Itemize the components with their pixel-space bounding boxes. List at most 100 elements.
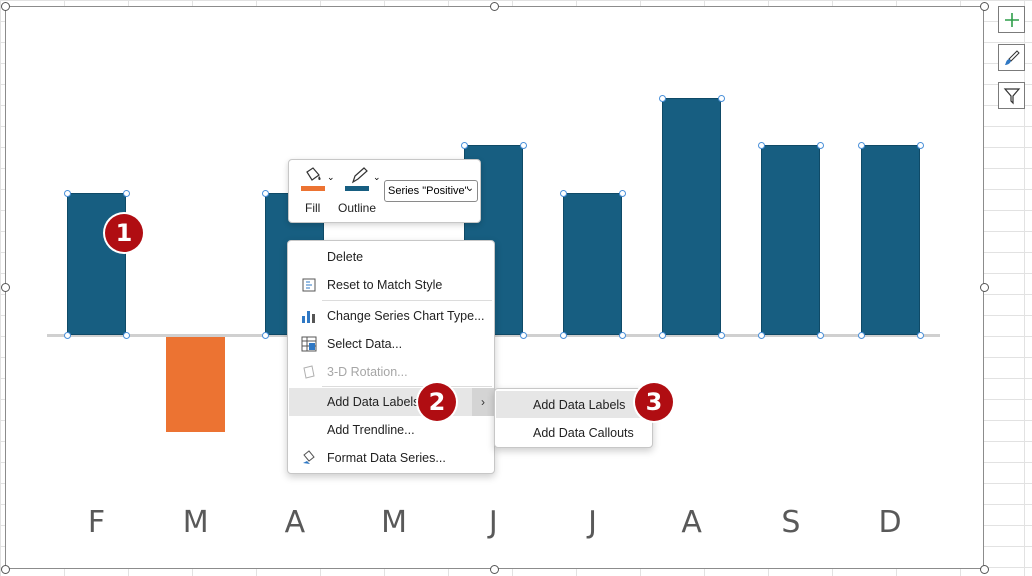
bar-selection-handle[interactable]: [817, 142, 825, 149]
bar-selection-handle[interactable]: [916, 142, 924, 149]
bar-positive[interactable]: [563, 192, 622, 335]
pen-outline-icon: [351, 167, 368, 184]
bar-selection-handle[interactable]: [519, 332, 527, 339]
format-mini-toolbar: ⌄ Fill ⌄ Outline Series "Positive" ⌄: [288, 159, 481, 223]
menu-item-label: Add Data Labels: [327, 395, 420, 409]
chart-elements-button[interactable]: [998, 6, 1025, 33]
chart-resize-handle-tc[interactable]: [490, 2, 499, 11]
chart-resize-handle-ml[interactable]: [1, 283, 10, 292]
x-tick-label: J: [588, 505, 597, 540]
menu-item-label: Delete: [327, 250, 364, 264]
chart-resize-handle-mr[interactable]: [980, 283, 989, 292]
x-tick-label: A: [284, 505, 306, 540]
chart-styles-icon: [1004, 49, 1020, 65]
chart-filters-button[interactable]: [998, 82, 1025, 109]
paint-bucket-icon: [306, 167, 321, 181]
rotation-3d-icon: [303, 365, 315, 379]
bar-selection-handle[interactable]: [619, 189, 626, 197]
reset-style-icon: [302, 278, 316, 292]
bar-positive[interactable]: [860, 145, 920, 335]
menu-item-label: Reset to Match Style: [327, 278, 443, 292]
chart-elements-icon: [1004, 12, 1019, 27]
menu-item-reset-style[interactable]: Reset to Match Style: [289, 271, 494, 299]
submenu-item-add-data-labels[interactable]: Add Data Labels: [496, 391, 651, 418]
bar-selection-handle[interactable]: [857, 142, 865, 149]
bar-selection-handle[interactable]: [262, 332, 270, 339]
x-tick-label: D: [878, 505, 902, 540]
x-tick-label: A: [681, 505, 702, 540]
series-select-value: Series "Positive": [388, 185, 469, 197]
bar-selection-handle[interactable]: [64, 189, 71, 197]
bar-selection-handle[interactable]: [519, 142, 527, 149]
fill-color-swatch: [301, 186, 325, 191]
bar-selection-handle[interactable]: [262, 189, 270, 197]
step-badge-2: 2: [418, 383, 456, 421]
bar-selection-handle[interactable]: [916, 332, 924, 339]
step-badge-3: 3: [635, 383, 673, 421]
menu-item-select-data[interactable]: Select Data...: [289, 330, 494, 358]
submenu-item-add-data-callouts[interactable]: Add Data Callouts: [496, 419, 651, 446]
chart-resize-handle-tr[interactable]: [980, 2, 989, 11]
bar-selection-handle[interactable]: [619, 332, 626, 339]
bar-selection-handle[interactable]: [560, 332, 567, 339]
chart-resize-handle-tl[interactable]: [1, 2, 10, 11]
step-badge-1: 1: [105, 214, 143, 252]
x-tick-label: M: [182, 505, 209, 540]
bar-selection-handle[interactable]: [718, 332, 726, 339]
menu-item-format-data-series[interactable]: Format Data Series...: [289, 444, 494, 472]
bar-selection-handle[interactable]: [123, 332, 130, 339]
menu-separator: [322, 386, 492, 387]
menu-item-label: Select Data...: [327, 337, 403, 351]
menu-item-label: Add Trendline...: [327, 423, 415, 437]
menu-item-add-data-labels[interactable]: Add Data Labels ›: [289, 388, 494, 416]
x-tick-label: M: [381, 505, 408, 540]
outline-dropdown-chevron-icon[interactable]: ⌄: [373, 172, 381, 182]
bar-selection-handle[interactable]: [659, 332, 667, 339]
menu-item-change-chart-type[interactable]: Change Series Chart Type...: [289, 302, 494, 330]
add-data-labels-submenu: Add Data Labels Add Data Callouts: [494, 388, 653, 448]
bar-selection-handle[interactable]: [857, 332, 865, 339]
bar-selection-handle[interactable]: [123, 189, 130, 197]
chevron-down-icon: ⌄: [465, 183, 474, 194]
menu-item-label: 3-D Rotation...: [327, 365, 408, 379]
menu-item-delete[interactable]: Delete: [289, 243, 494, 271]
submenu-arrow-icon: ›: [472, 388, 494, 416]
chart-filters-icon: [1003, 87, 1020, 104]
outline-color-swatch: [345, 186, 369, 191]
bar-selection-handle[interactable]: [460, 142, 468, 149]
submenu-item-label: Add Data Callouts: [533, 425, 634, 440]
outline-button[interactable]: ⌄ Outline: [337, 164, 383, 218]
bar-selection-handle[interactable]: [758, 332, 766, 339]
menu-item-3d-rotation: 3-D Rotation...: [289, 358, 494, 386]
bar-selection-handle[interactable]: [718, 94, 726, 102]
chart-resize-handle-bc[interactable]: [490, 565, 499, 574]
submenu-item-label: Add Data Labels: [533, 397, 626, 412]
menu-item-label: Format Data Series...: [327, 451, 446, 465]
bar-positive[interactable]: [67, 192, 126, 335]
bar-selection-handle[interactable]: [659, 94, 667, 102]
chart-resize-handle-br[interactable]: [980, 565, 989, 574]
menu-item-label: Change Series Chart Type...: [327, 309, 485, 323]
bar-selection-handle[interactable]: [758, 142, 766, 149]
format-series-icon: [303, 450, 315, 464]
context-menu: Delete Reset to Match Style Change Serie…: [287, 240, 495, 474]
series-select-dropdown[interactable]: Series "Positive" ⌄: [384, 180, 478, 202]
chart-styles-button[interactable]: [998, 44, 1025, 71]
menu-separator: [322, 300, 492, 301]
bar-selection-handle[interactable]: [817, 332, 825, 339]
menu-item-add-trendline[interactable]: Add Trendline...: [289, 416, 494, 444]
fill-button[interactable]: ⌄ Fill: [297, 164, 335, 218]
bar-negative[interactable]: [166, 337, 226, 432]
bar-selection-handle[interactable]: [560, 189, 567, 197]
outline-label: Outline: [338, 201, 377, 215]
chart-resize-handle-bl[interactable]: [1, 565, 10, 574]
bar-positive[interactable]: [761, 145, 821, 335]
select-data-icon: [301, 336, 317, 352]
chart-type-icon: [302, 311, 315, 323]
bar-selection-handle[interactable]: [64, 332, 71, 339]
fill-label: Fill: [305, 201, 321, 215]
x-tick-label: S: [781, 505, 801, 540]
bar-positive[interactable]: [662, 97, 722, 335]
x-tick-label: J: [488, 505, 498, 540]
fill-dropdown-chevron-icon[interactable]: ⌄: [327, 172, 335, 182]
